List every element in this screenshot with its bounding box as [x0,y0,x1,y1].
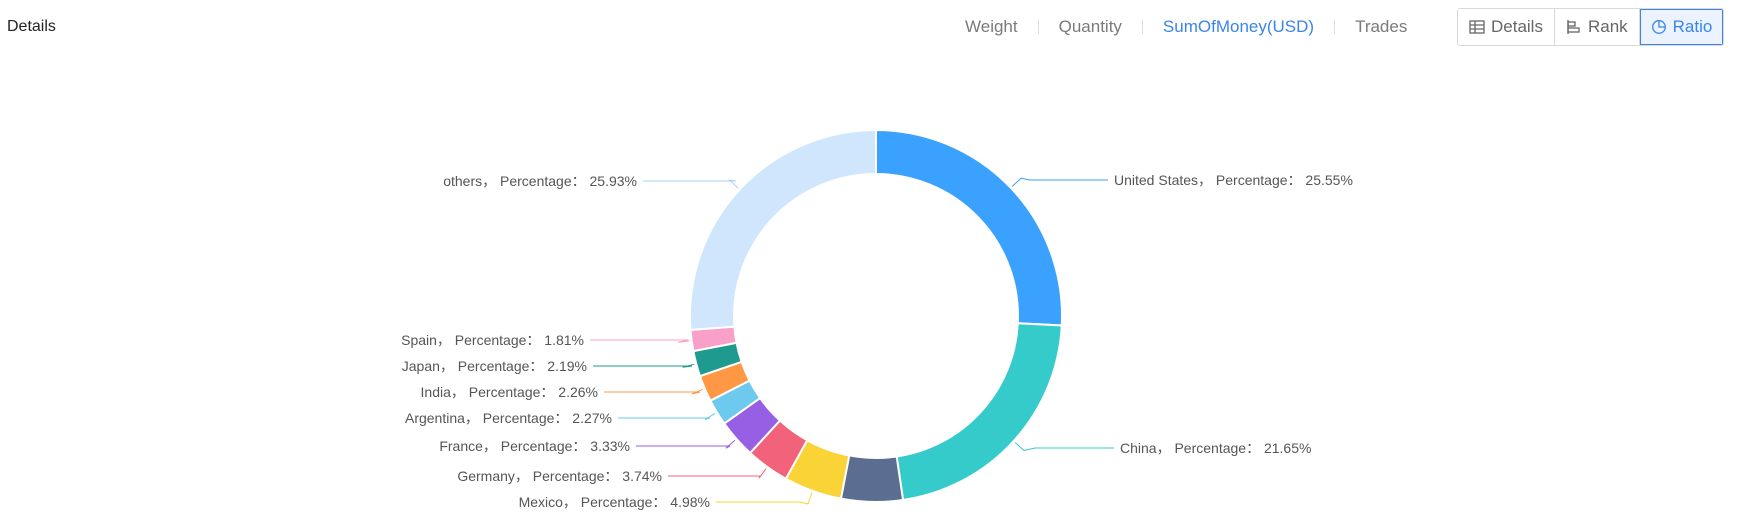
details-view-label: Details [1491,17,1543,36]
details-view-button[interactable]: Details [1458,9,1555,45]
data-label-mexico: Mexico， Percentage： 4.98% [519,494,710,510]
leader-line-spain [590,339,690,343]
leader-line-mexico [716,492,813,505]
leader-line-china [1014,442,1114,452]
pie-icon [1651,19,1667,35]
slice-unlabeled[interactable] [839,454,905,503]
leader-line-japan [593,363,695,368]
data-label-united-states: United States， Percentage： 25.55% [1114,172,1353,188]
leader-line-united-states [1011,177,1108,187]
leader-line-others [643,179,739,189]
data-label-spain: Spain， Percentage： 1.81% [401,332,584,348]
data-label-japan: Japan， Percentage： 2.19% [402,358,587,374]
tab-divider [1141,20,1143,34]
leader-line-india [604,388,704,395]
tab-trades[interactable]: Trades [1355,17,1408,36]
data-label-germany: Germany， Percentage： 3.74% [457,468,662,484]
data-label-others: others， Percentage： 25.93% [443,173,637,189]
tab-weight[interactable]: Weight [965,17,1018,36]
page-title: Details [7,18,56,35]
tab-sum-of-money[interactable]: SumOfMoney(USD) [1162,17,1315,36]
slice-china[interactable] [895,322,1063,502]
ratio-view-label: Ratio [1672,17,1713,36]
tab-quantity[interactable]: Quantity [1058,17,1122,36]
rank-view-label: Rank [1587,17,1628,36]
data-label-china: China， Percentage： 21.65% [1120,440,1311,456]
data-label-argentina: Argentina， Percentage： 2.27% [405,410,612,426]
data-label-france: France， Percentage： 3.33% [439,438,630,454]
table-icon [1469,19,1485,35]
tab-divider [1037,20,1039,34]
metric-tabs: Weight Quantity SumOfMoney(USD) Trades [965,17,1407,37]
data-label-india: India， Percentage： 2.26% [421,384,598,400]
view-toggle-group: Details Rank Ratio [1457,8,1725,46]
leader-line-argentina [618,412,716,421]
ratio-view-button[interactable]: Ratio [1639,9,1724,45]
slice-united-states[interactable] [875,128,1063,327]
tab-divider [1334,20,1336,34]
slice-others[interactable] [689,128,877,331]
rank-view-button[interactable]: Rank [1554,9,1640,45]
rank-bars-icon [1566,19,1582,35]
leader-line-france [636,439,736,449]
leader-line-germany [668,468,767,479]
